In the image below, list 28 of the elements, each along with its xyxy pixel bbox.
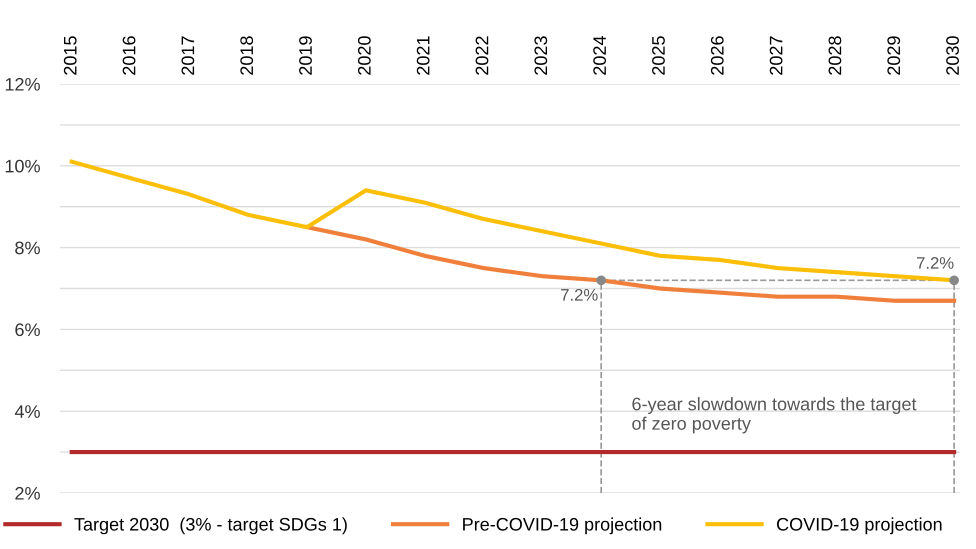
x-tick-label: 2021 (416, 36, 430, 75)
x-tick-label: 2017 (181, 36, 194, 75)
y-tick-label: 8% (15, 242, 40, 254)
x-tick-label: 2015 (64, 36, 77, 75)
annotation: 7.2% (561, 288, 598, 301)
x-tick-label: 2027 (770, 36, 782, 75)
y-tick-label: 10% (6, 160, 40, 173)
x-tick-label: 2020 (358, 36, 371, 75)
x-tick-label: 2024 (593, 36, 606, 75)
x-tick-label: 2030 (946, 36, 959, 75)
x-tick-label: 2023 (534, 36, 548, 75)
legend-label: Target 2030 (3% - target SDGs 1) (74, 517, 347, 534)
y-tick-label: 6% (15, 323, 40, 336)
x-tick-label: 2029 (887, 36, 900, 75)
x-tick-label: 2028 (828, 36, 842, 75)
annotation: 7.2% (916, 257, 954, 269)
x-tick-label: 2018 (240, 36, 254, 75)
y-tick-label: 4% (14, 405, 40, 418)
x-tick-label: 2022 (476, 36, 488, 75)
y-tick-label: 2% (15, 486, 40, 500)
legend-label: COVID-19 projection (776, 517, 942, 534)
annotation: 6-year slowdown towards the target of zero poverty (632, 397, 916, 434)
y-tick-label: 12% (6, 78, 40, 91)
x-tick-label: 2019 (299, 36, 312, 75)
legend-label: Pre-COVID-19 projection (463, 517, 662, 534)
x-tick-label: 2026 (710, 36, 724, 75)
x-tick-label: 2016 (122, 36, 136, 75)
x-tick-label: 2025 (652, 36, 665, 75)
